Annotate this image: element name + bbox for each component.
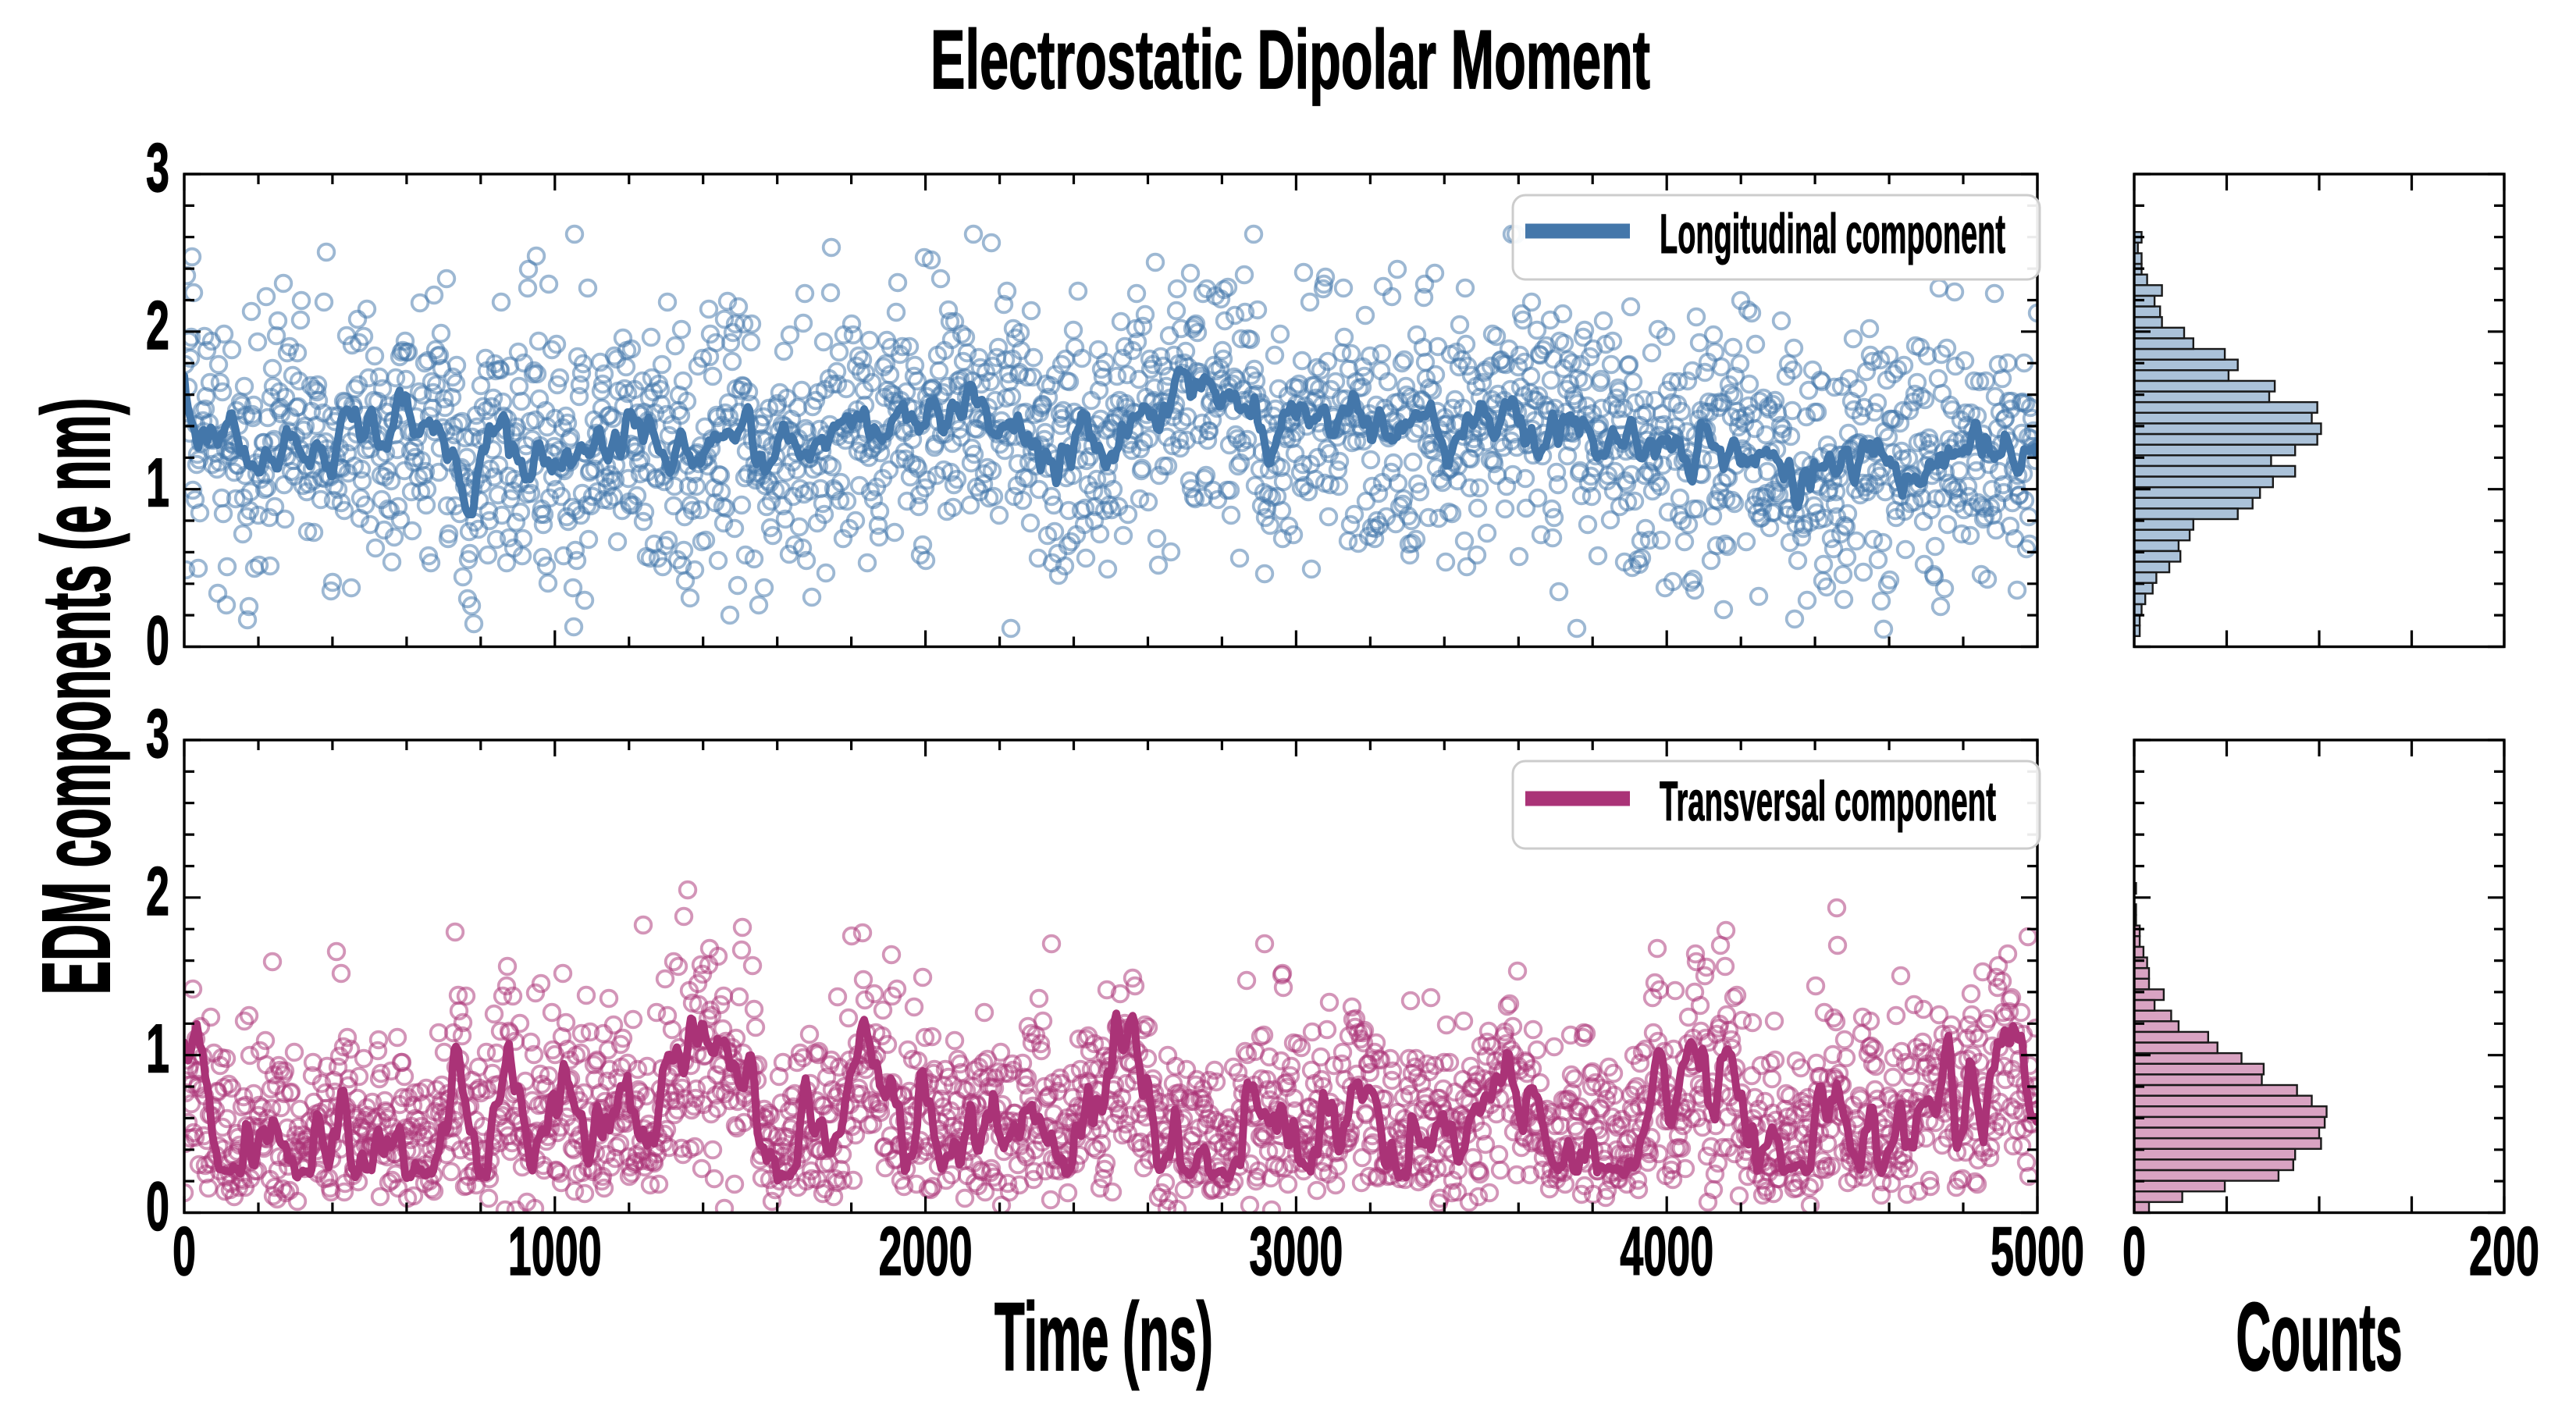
svg-text:3: 3 xyxy=(146,695,169,772)
svg-text:0: 0 xyxy=(2122,1212,2146,1290)
svg-text:Transversal component: Transversal component xyxy=(1660,771,1996,833)
svg-text:3: 3 xyxy=(146,129,169,206)
svg-text:1000: 1000 xyxy=(508,1212,602,1290)
svg-text:4000: 4000 xyxy=(1620,1212,1713,1290)
svg-text:1: 1 xyxy=(146,1010,169,1087)
svg-text:2000: 2000 xyxy=(879,1212,973,1290)
svg-text:2: 2 xyxy=(146,286,169,364)
svg-text:0: 0 xyxy=(173,1212,196,1290)
svg-text:0: 0 xyxy=(146,1168,169,1245)
svg-text:3000: 3000 xyxy=(1249,1212,1343,1290)
svg-text:2: 2 xyxy=(146,852,169,930)
svg-text:Counts: Counts xyxy=(2236,1284,2403,1391)
svg-text:EDM components (e nm): EDM components (e nm) xyxy=(23,398,130,995)
svg-text:5000: 5000 xyxy=(1991,1212,2084,1290)
svg-text:200: 200 xyxy=(2469,1212,2539,1290)
svg-text:1: 1 xyxy=(146,444,169,521)
svg-text:Electrostatic Dipolar Moment: Electrostatic Dipolar Moment xyxy=(930,12,1650,106)
svg-text:Longitudinal component: Longitudinal component xyxy=(1660,204,2005,265)
svg-text:0: 0 xyxy=(146,602,169,679)
svg-text:Time (ns): Time (ns) xyxy=(994,1284,1213,1391)
